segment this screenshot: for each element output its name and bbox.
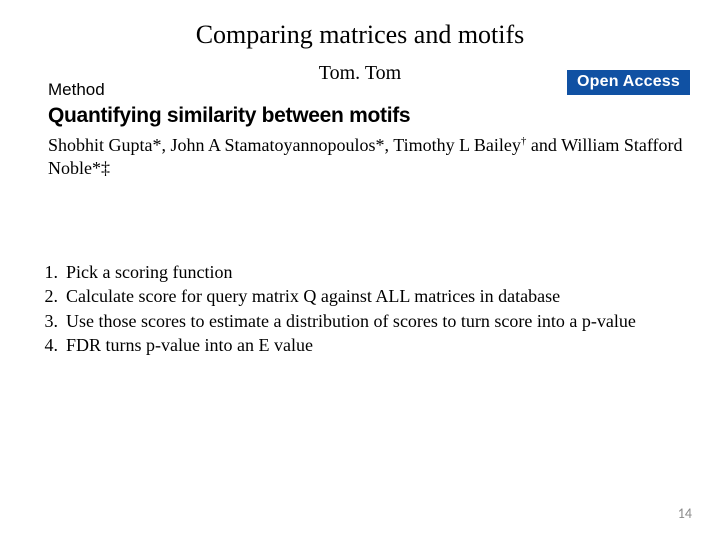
paper-title: Quantifying similarity between motifs — [48, 104, 410, 128]
author-1-affil: * — [153, 135, 162, 155]
open-access-badge: Open Access — [567, 70, 690, 95]
step-text: Calculate score for query matrix Q again… — [66, 284, 700, 308]
step-number: 1. — [30, 260, 66, 284]
step-text: FDR turns p-value into an E value — [66, 333, 700, 357]
author-4-affil: *‡ — [92, 158, 110, 178]
step-number: 2. — [30, 284, 66, 308]
paper-authors: Shobhit Gupta*, John A Stamatoyannopoulo… — [48, 134, 690, 181]
author-1: Shobhit Gupta — [48, 135, 153, 155]
step-text: Use those scores to estimate a distribut… — [66, 309, 700, 333]
list-item: 3. Use those scores to estimate a distri… — [30, 309, 700, 333]
slide-title: Comparing matrices and motifs — [0, 20, 720, 50]
steps-list: 1. Pick a scoring function 2. Calculate … — [30, 260, 700, 357]
author-2: John A Stamatoyannopoulos — [171, 135, 376, 155]
list-item: 2. Calculate score for query matrix Q ag… — [30, 284, 700, 308]
author-3: Timothy L Bailey — [393, 135, 521, 155]
step-number: 3. — [30, 309, 66, 333]
list-item: 4. FDR turns p-value into an E value — [30, 333, 700, 357]
author-2-affil: * — [376, 135, 385, 155]
step-number: 4. — [30, 333, 66, 357]
sep: and — [526, 135, 561, 155]
step-text: Pick a scoring function — [66, 260, 700, 284]
list-item: 1. Pick a scoring function — [30, 260, 700, 284]
sep: , — [385, 135, 394, 155]
sep: , — [162, 135, 171, 155]
page-number: 14 — [678, 505, 692, 522]
method-label: Method — [48, 80, 105, 100]
